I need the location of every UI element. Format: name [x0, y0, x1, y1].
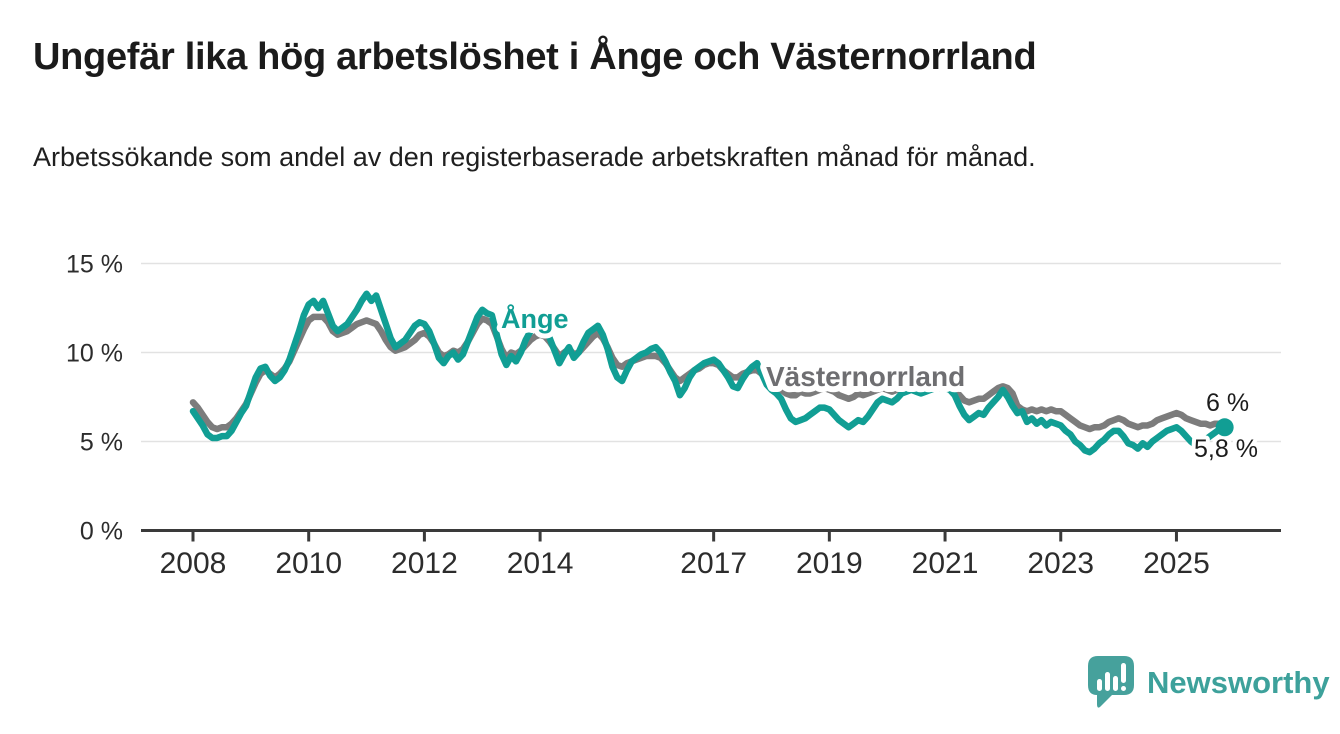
- x-tick-label: 2014: [507, 547, 574, 580]
- vasternorrland-line: [189, 313, 1228, 433]
- x-tick-label: 2019: [796, 547, 863, 580]
- x-tick-label: 2017: [680, 547, 747, 580]
- x-tick-label: 2025: [1143, 547, 1210, 580]
- x-tick-label: 2010: [275, 547, 342, 580]
- ange-line: [189, 290, 1228, 456]
- x-tick-label: 2008: [160, 547, 227, 580]
- y-tick-label: 0 %: [80, 518, 123, 546]
- ange-series-label: Ånge: [501, 303, 569, 334]
- newsworthy-brand-name: Newsworthy: [1147, 665, 1330, 700]
- newsworthy-logo-icon: [1088, 656, 1134, 708]
- end-value-ange: 5,8 %: [1194, 435, 1258, 463]
- newsworthy-brand: Newsworthy: [1086, 654, 1330, 712]
- y-tick-label: 15 %: [66, 251, 123, 279]
- speech-bubble-shape: [1088, 656, 1134, 708]
- ange-end-dot: [1215, 418, 1234, 437]
- vasternorrland-series-label: Västernorrland: [766, 361, 965, 392]
- x-tick-label: 2012: [391, 547, 458, 580]
- chart-subtitle: Arbetssökande som andel av den registerb…: [33, 142, 1036, 172]
- bar-chart-glyph: [1097, 663, 1126, 691]
- exclamation-mark: [1121, 663, 1126, 683]
- exclamation-dot: [1121, 686, 1126, 691]
- x-tick-label: 2021: [912, 547, 979, 580]
- y-tick-label: 10 %: [66, 340, 123, 368]
- y-tick-label: 5 %: [80, 429, 123, 457]
- chart-title: Ungefär lika hög arbetslöshet i Ånge och…: [33, 36, 1037, 78]
- x-tick-label: 2023: [1027, 547, 1094, 580]
- end-value-vasternorrland: 6 %: [1206, 389, 1249, 417]
